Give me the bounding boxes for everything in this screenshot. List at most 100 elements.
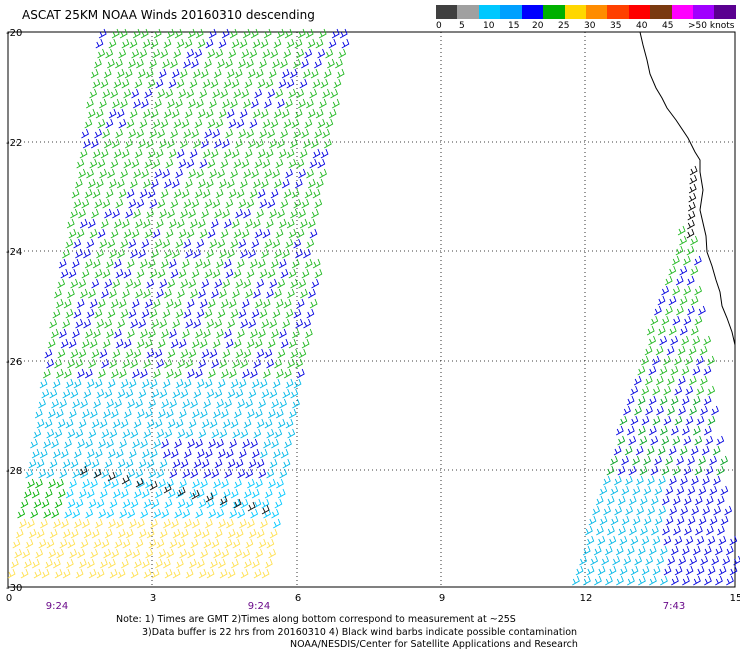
wind-barb bbox=[200, 138, 209, 149]
wind-barb bbox=[139, 48, 148, 59]
wind-barb bbox=[64, 438, 72, 449]
wind-barb bbox=[123, 88, 132, 99]
wind-barb bbox=[259, 378, 268, 389]
wind-barb bbox=[217, 168, 225, 179]
wind-barb bbox=[75, 318, 84, 329]
wind-barb bbox=[641, 415, 650, 426]
wind-barb bbox=[257, 188, 266, 199]
wind-barb bbox=[229, 28, 238, 39]
wind-barb bbox=[124, 68, 133, 79]
wind-barb bbox=[276, 28, 285, 39]
wind-barb bbox=[255, 478, 263, 489]
wind-barb bbox=[178, 228, 187, 239]
wind-barb bbox=[112, 348, 121, 359]
wind-barb bbox=[694, 315, 703, 326]
wind-barb bbox=[80, 288, 88, 299]
wind-barb bbox=[165, 408, 174, 419]
wind-barb bbox=[282, 248, 290, 259]
wind-barb bbox=[679, 295, 688, 306]
wind-barb bbox=[272, 448, 281, 459]
wind-barb bbox=[159, 458, 168, 469]
wind-barb bbox=[241, 48, 250, 59]
wind-barb bbox=[229, 438, 237, 449]
wind-barb bbox=[163, 108, 172, 119]
wind-barb bbox=[234, 548, 243, 559]
wind-barb bbox=[310, 68, 319, 79]
wind-barb bbox=[637, 395, 646, 406]
wind-barb bbox=[275, 88, 284, 99]
wind-barb bbox=[632, 455, 640, 466]
wind-barb bbox=[670, 425, 679, 436]
wind-barb bbox=[116, 68, 125, 79]
wind-barb bbox=[692, 545, 701, 556]
wind-barb bbox=[206, 318, 215, 329]
wind-barb bbox=[214, 458, 223, 469]
wind-barb bbox=[267, 198, 276, 209]
wind-barb bbox=[648, 335, 657, 346]
wind-barb bbox=[132, 28, 141, 39]
wind-barb bbox=[162, 238, 171, 249]
wind-barb bbox=[687, 219, 695, 230]
wind-barb bbox=[256, 278, 265, 289]
wind-barb bbox=[722, 555, 731, 566]
legend-swatch bbox=[714, 5, 736, 19]
wind-barb bbox=[138, 318, 147, 329]
wind-barb bbox=[189, 78, 198, 89]
wind-barb bbox=[56, 548, 65, 559]
wind-barb bbox=[171, 178, 180, 189]
wind-barb bbox=[304, 48, 313, 59]
wind-barb bbox=[720, 485, 729, 496]
wind-barb bbox=[284, 438, 292, 449]
wind-barb bbox=[597, 535, 606, 546]
wind-barb bbox=[309, 158, 318, 169]
wind-barb bbox=[259, 448, 268, 459]
wind-barb bbox=[165, 368, 174, 379]
wind-barb bbox=[156, 428, 165, 439]
wind-barb bbox=[104, 278, 113, 289]
wind-barb bbox=[733, 555, 740, 566]
wind-barb bbox=[151, 318, 160, 329]
legend-color-bar bbox=[436, 5, 736, 19]
wind-barb bbox=[165, 88, 174, 99]
wind-barb bbox=[151, 388, 160, 399]
wind-barb bbox=[201, 528, 210, 539]
wind-barb bbox=[272, 308, 281, 319]
wind-barb bbox=[194, 258, 203, 269]
wind-barb bbox=[107, 448, 116, 459]
wind-barb bbox=[46, 538, 55, 549]
wind-barb bbox=[111, 548, 120, 559]
wind-barb bbox=[651, 525, 659, 536]
wind-barb bbox=[230, 238, 239, 249]
wind-barb bbox=[703, 335, 712, 346]
wind-barb bbox=[162, 308, 171, 319]
wind-barb bbox=[92, 188, 101, 199]
wind-barb bbox=[239, 518, 247, 529]
wind-barb bbox=[155, 78, 164, 89]
wind-barb bbox=[262, 118, 271, 129]
wind-barb bbox=[88, 288, 96, 299]
wind-barb bbox=[635, 445, 644, 456]
wind-barb bbox=[158, 548, 167, 559]
wind-barb bbox=[262, 228, 271, 239]
wind-barb bbox=[227, 458, 236, 469]
wind-barb bbox=[724, 505, 733, 516]
wind-barb bbox=[75, 568, 84, 579]
wind-barb bbox=[613, 475, 622, 486]
wind-barb bbox=[54, 498, 63, 509]
wind-barb bbox=[197, 38, 206, 49]
pass-time-label: 7:43 bbox=[663, 601, 685, 612]
wind-barb bbox=[270, 258, 279, 269]
wind-barb bbox=[191, 128, 199, 139]
wind-barb bbox=[665, 455, 673, 466]
wind-barb bbox=[187, 98, 196, 109]
wind-barb bbox=[219, 358, 227, 369]
wind-barb bbox=[194, 48, 203, 59]
wind-barb bbox=[131, 298, 140, 309]
wind-barb bbox=[698, 305, 706, 316]
wind-barb bbox=[126, 258, 135, 269]
wind-barb bbox=[27, 478, 35, 489]
wind-barb bbox=[237, 468, 246, 479]
wind-barb bbox=[230, 308, 239, 319]
wind-barb bbox=[83, 458, 92, 469]
wind-barb bbox=[136, 338, 145, 349]
